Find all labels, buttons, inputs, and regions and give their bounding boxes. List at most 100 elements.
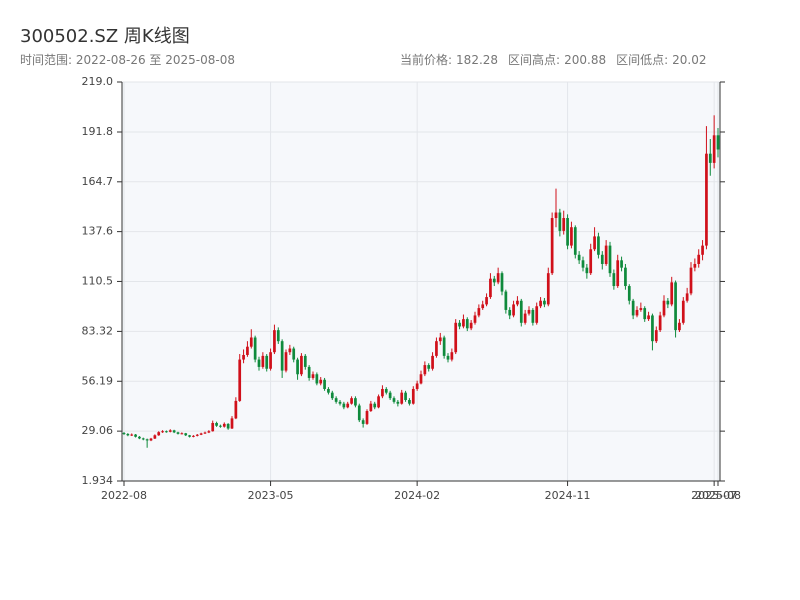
- candle-body: [188, 435, 191, 437]
- candle-body: [666, 300, 670, 305]
- candle-body: [546, 273, 550, 305]
- stat-value: 200.88: [564, 53, 607, 67]
- candle-body: [280, 341, 284, 371]
- candle-body: [222, 423, 226, 427]
- candle-body: [427, 365, 431, 369]
- candle-body: [431, 355, 434, 369]
- candle-body: [180, 433, 184, 435]
- y-tick-label: 137.6: [82, 225, 114, 238]
- candle-body: [327, 388, 330, 393]
- x-tick-label: 2025-08: [695, 489, 741, 502]
- candle-body: [134, 434, 137, 437]
- candle-body: [512, 304, 515, 316]
- y-tick-label: 83.32: [82, 324, 114, 337]
- candle-body: [165, 431, 168, 433]
- candle-body: [554, 212, 558, 219]
- candle-body: [307, 366, 311, 378]
- candle-body: [122, 433, 126, 435]
- candle-body: [161, 431, 164, 433]
- candle-body: [373, 403, 377, 408]
- candle-body: [465, 319, 469, 329]
- y-tick-label: 219.0: [82, 75, 114, 88]
- candle-body: [261, 355, 265, 367]
- candle-body: [450, 352, 454, 360]
- candle-body: [234, 400, 238, 419]
- candle-body: [716, 135, 720, 150]
- candle-body: [242, 354, 245, 360]
- candle-body: [531, 309, 535, 323]
- x-tick-label: 2024-02: [394, 489, 440, 502]
- candle-body: [469, 322, 473, 329]
- candle-body: [230, 418, 234, 429]
- candle-body: [284, 352, 288, 371]
- x-tick-label: 2025-07: [691, 489, 737, 502]
- stat: 当前价格: 182.28: [400, 53, 498, 67]
- date-range: 时间范围: 2022-08-26 至 2025-08-08: [20, 53, 235, 67]
- candle-body: [392, 398, 396, 402]
- stat: 区间低点: 20.02: [616, 53, 706, 67]
- candle-body: [496, 273, 500, 283]
- candle-body: [354, 398, 357, 406]
- candle-body: [473, 315, 477, 323]
- candle-body: [168, 430, 172, 432]
- candle-body: [651, 315, 654, 342]
- candle-body: [149, 438, 153, 441]
- candle-body: [570, 227, 573, 246]
- candle-body: [176, 432, 180, 434]
- candle-body: [481, 304, 485, 309]
- candle-body: [199, 433, 203, 435]
- candle-body: [631, 300, 635, 316]
- candle-body: [400, 392, 404, 404]
- x-tick-label: 2022-08: [101, 489, 147, 502]
- candle-body: [126, 434, 130, 436]
- candle-body: [157, 432, 161, 436]
- stat-label: 区间低点:: [616, 53, 669, 67]
- candle-body: [203, 432, 207, 434]
- candle-body: [585, 267, 589, 274]
- candle-body: [500, 273, 504, 292]
- candle-body: [388, 392, 392, 399]
- candle-body: [539, 300, 542, 307]
- candle-body: [423, 365, 427, 375]
- candle-body: [635, 309, 639, 316]
- candle-body: [558, 212, 562, 231]
- candle-body: [381, 388, 384, 397]
- candle-body: [153, 435, 157, 439]
- candle-body: [211, 422, 215, 432]
- candle-body: [253, 337, 257, 360]
- candle-body: [296, 359, 299, 375]
- candle-body: [404, 392, 407, 401]
- candle-body: [581, 260, 585, 268]
- candle-body: [701, 245, 704, 255]
- candle-body: [685, 293, 689, 301]
- candle-body: [419, 374, 423, 384]
- candle-body: [477, 308, 481, 316]
- candle-body: [226, 423, 230, 429]
- candle-body: [384, 388, 388, 393]
- candle-body: [411, 388, 415, 404]
- candle-body: [573, 227, 577, 255]
- y-tick-label: 1.934: [82, 474, 114, 487]
- candle-body: [489, 278, 492, 298]
- candle-body: [195, 434, 199, 436]
- candle-body: [654, 330, 658, 342]
- candle-body: [292, 348, 296, 360]
- candle-body: [608, 245, 612, 274]
- candle-body: [323, 379, 326, 389]
- stat: 区间高点: 200.88: [508, 53, 606, 67]
- candle-body: [442, 337, 446, 356]
- candle-body: [550, 218, 554, 274]
- y-tick-label: 191.8: [82, 125, 114, 138]
- chart-title: 300502.SZ 周K线图: [20, 26, 190, 47]
- candle-body: [712, 135, 716, 163]
- candle-body: [257, 359, 261, 367]
- candle-body: [454, 322, 458, 353]
- candle-body: [593, 236, 596, 250]
- candle-body: [396, 401, 400, 404]
- candle-body: [315, 374, 319, 384]
- candle-body: [681, 300, 685, 323]
- candle-body: [350, 398, 353, 404]
- candle-body: [172, 430, 176, 433]
